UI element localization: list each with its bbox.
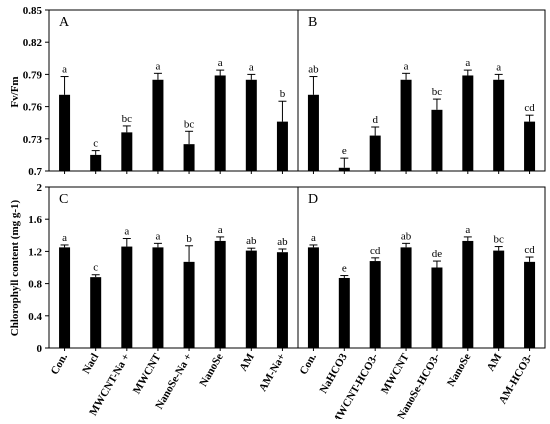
panel-label-C: C: [59, 192, 68, 207]
x-tick-label: NaHCO3: [318, 351, 351, 396]
y-tick-label: 0.79: [23, 69, 43, 81]
bar: [524, 121, 536, 171]
bar: [245, 250, 257, 348]
bar: [276, 121, 288, 171]
bar: [245, 79, 257, 171]
bar: [59, 94, 71, 171]
bar: [524, 261, 536, 348]
panel-label-B: B: [308, 15, 317, 30]
y-tick-label: 1.6: [28, 214, 42, 226]
x-tick-label: Nacl: [80, 352, 101, 377]
y-tick-label: 0: [37, 343, 43, 355]
y-tick-label: 0.7: [28, 166, 42, 178]
bar: [183, 261, 195, 348]
significance-label: cd: [524, 102, 535, 114]
x-tick-label: Con.: [297, 351, 319, 377]
significance-label: c: [93, 262, 98, 274]
bar: [214, 75, 226, 171]
significance-label: b: [280, 88, 286, 100]
significance-label: ab: [308, 64, 319, 76]
x-tick-label: MWCNT: [131, 351, 164, 396]
significance-label: a: [311, 232, 316, 244]
significance-label: cd: [524, 244, 535, 256]
bar: [307, 94, 319, 171]
bar: [369, 261, 381, 348]
bar: [338, 167, 350, 171]
significance-label: ab: [277, 236, 288, 248]
significance-label: bc: [493, 234, 504, 246]
bar: [338, 277, 350, 348]
bar: [400, 247, 412, 348]
significance-label: a: [218, 224, 223, 236]
y-tick-label: 0.4: [28, 311, 42, 323]
x-tick-label: AM-Na+: [257, 352, 288, 394]
x-tick-label: NanoSe: [445, 351, 473, 388]
y-axis-title-bottom: Chlorophyll content (mg g-1): [9, 199, 21, 336]
significance-label: de: [432, 248, 443, 260]
y-tick-label: 0.82: [23, 37, 43, 49]
significance-label: e: [342, 145, 347, 157]
panel-frame-C: [48, 186, 299, 349]
bar: [90, 154, 102, 171]
significance-label: a: [465, 224, 470, 236]
bar: [121, 246, 133, 348]
significance-label: c: [93, 138, 98, 150]
significance-label: a: [62, 64, 67, 76]
y-tick-label: 0.73: [23, 134, 43, 146]
significance-label: b: [186, 233, 192, 245]
bar: [462, 75, 474, 171]
y-tick-label: 0.8: [28, 279, 42, 291]
x-tick-label: NanoSe: [197, 351, 225, 388]
significance-label: a: [155, 230, 160, 242]
bar: [493, 250, 505, 348]
y-tick-label: 0.76: [23, 102, 43, 114]
significance-label: a: [249, 61, 254, 73]
bar: [90, 277, 102, 348]
bar: [152, 247, 164, 348]
panel-label-A: A: [59, 15, 70, 30]
significance-label: a: [465, 57, 470, 69]
panel-frame-A: [48, 9, 299, 172]
panel-label-D: D: [308, 192, 318, 207]
bar: [59, 247, 71, 348]
bar: [462, 240, 474, 348]
y-tick-label: 1.2: [28, 246, 42, 258]
bar: [493, 79, 505, 171]
significance-label: e: [342, 263, 347, 275]
significance-label: ab: [401, 230, 412, 242]
significance-label: a: [496, 61, 501, 73]
panel-frame-D: [297, 186, 546, 349]
bar: [183, 144, 195, 171]
bar: [152, 79, 164, 171]
y-tick-label: 0.85: [23, 5, 43, 17]
significance-label: bc: [184, 118, 195, 130]
significance-label: bc: [122, 113, 133, 125]
panel-frame-B: [297, 9, 546, 172]
significance-label: a: [218, 57, 223, 69]
bar: [400, 79, 412, 171]
significance-label: cd: [370, 245, 381, 257]
significance-label: a: [404, 60, 409, 72]
significance-label: a: [155, 60, 160, 72]
significance-label: a: [124, 226, 129, 238]
y-axis-title-top: Fv/Fm: [9, 76, 21, 107]
bar: [307, 247, 319, 348]
significance-label: ab: [246, 235, 257, 247]
significance-label: d: [372, 114, 378, 126]
bar: [214, 240, 226, 348]
bar: [431, 109, 443, 171]
significance-label: a: [62, 232, 67, 244]
significance-label: bc: [432, 86, 443, 98]
bar: [276, 252, 288, 348]
y-tick-label: 2: [37, 182, 43, 194]
x-tick-label: Con.: [49, 351, 71, 377]
x-tick-label: AM: [485, 351, 505, 373]
bar: [431, 267, 443, 348]
bar: [121, 132, 133, 171]
x-tick-label: AM: [237, 351, 257, 373]
x-tick-label: MWCNT: [379, 351, 412, 396]
bar: [369, 135, 381, 171]
